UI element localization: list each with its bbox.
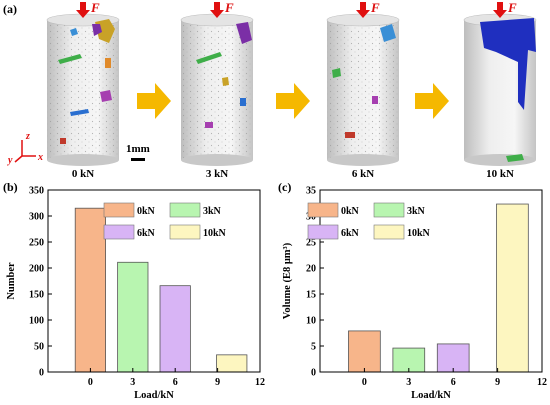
axis-label-z: z <box>26 131 30 142</box>
x-tick-label: 3 <box>130 377 135 388</box>
y-tick-label: 300 <box>29 212 44 223</box>
x-tick-label: 0 <box>362 377 367 388</box>
specimen-cylinder-3kn <box>180 13 254 166</box>
x-tick-label: 0 <box>88 377 93 388</box>
legend-swatch-6kN <box>103 224 135 240</box>
legend-label-3kN: 3kN <box>407 206 426 217</box>
legend-swatch-10kN <box>169 224 201 240</box>
panel-a-illustration <box>14 2 537 166</box>
y-tick-label: 10 <box>306 316 316 327</box>
panel-c-label: (c) <box>278 180 292 194</box>
specimen-cylinder-10kn <box>463 13 537 166</box>
bar-0kN <box>348 330 381 373</box>
legend-label-0kN: 0kN <box>341 206 360 217</box>
legend-swatch-3kN <box>373 202 405 218</box>
bar-6kN <box>436 343 470 373</box>
y-tick-label: 20 <box>306 264 316 275</box>
legend-label-3kN: 3kN <box>203 206 222 217</box>
specimen-label-3kn: 3 kN <box>205 168 229 180</box>
legend-label-10kN: 10kN <box>203 228 227 239</box>
y-tick-label: 0 <box>39 368 44 379</box>
legend-label-6kN: 6kN <box>137 228 156 239</box>
scale-bar <box>131 158 145 161</box>
legend-swatch-0kN <box>103 202 135 218</box>
y-tick-label: 5 <box>311 342 316 353</box>
bar-3kN <box>117 261 149 373</box>
specimen-cylinder-6kn <box>326 13 400 166</box>
axis-label-x: x <box>38 152 43 163</box>
x-tick-label: 9 <box>215 377 220 388</box>
y-tick-label: 200 <box>29 264 44 275</box>
x-tick-label: 6 <box>451 377 456 388</box>
y-axis-label: Number <box>6 262 17 300</box>
x-axis-label: Load/kN <box>134 390 174 401</box>
y-tick-label: 15 <box>306 290 316 301</box>
plot-frame <box>319 189 543 373</box>
legend-swatch-3kN <box>169 202 201 218</box>
force-arrows <box>76 2 507 18</box>
axis-label-y: y <box>8 155 13 166</box>
x-axis-label: Load/kN <box>411 390 451 401</box>
specimen-label-0kn: 0 kN <box>71 168 95 180</box>
progression-arrows <box>137 83 449 119</box>
y-tick-label: 35 <box>306 186 316 197</box>
specimen-label-6kn: 6 kN <box>351 168 375 180</box>
panel-a-label: (a) <box>3 2 17 16</box>
legend-label-10kN: 10kN <box>407 228 431 239</box>
specimen-cylinder-0kn <box>46 13 120 166</box>
x-tick-label: 9 <box>495 377 500 388</box>
force-label-3: F <box>371 0 380 15</box>
legend-swatch-10kN <box>373 224 405 240</box>
x-tick-label: 3 <box>406 377 411 388</box>
axis-triad-icon <box>14 140 36 163</box>
panel-b-label: (b) <box>3 180 18 194</box>
bar-10kN <box>216 354 248 373</box>
x-tick-label: 6 <box>173 377 178 388</box>
y-tick-label: 0 <box>311 368 316 379</box>
legend-swatch-6kN <box>307 224 339 240</box>
y-tick-label: 250 <box>29 238 44 249</box>
force-label-1: F <box>91 0 100 15</box>
y-axis-label: Volume (E8 μm³) <box>282 242 293 319</box>
y-tick-label: 350 <box>29 186 44 197</box>
number-bar-chart: 0 50 100 150 200 250 300 350 0 3 6 9 12 Load/kN Number… <box>6 186 265 402</box>
legend-label-0kN: 0kN <box>137 206 156 217</box>
bar-6kN <box>159 285 191 373</box>
plot-frame <box>47 189 261 373</box>
force-label-4: F <box>508 0 517 15</box>
specimen-label-10kn: 10 kN <box>486 168 514 180</box>
legend-label-6kN: 6kN <box>341 228 360 239</box>
y-tick-label: 150 <box>29 290 44 301</box>
bar-10kN <box>496 203 529 373</box>
force-label-2: F <box>225 0 234 15</box>
y-tick-label: 100 <box>29 316 44 327</box>
x-tick-label: 12 <box>537 377 547 388</box>
y-tick-label: 50 <box>34 342 44 353</box>
legend-swatch-0kN <box>307 202 339 218</box>
bar-0kN <box>74 207 106 373</box>
scale-bar-label: 1mm <box>126 143 150 155</box>
x-tick-label: 12 <box>255 377 265 388</box>
y-tick-label: 25 <box>306 238 316 249</box>
